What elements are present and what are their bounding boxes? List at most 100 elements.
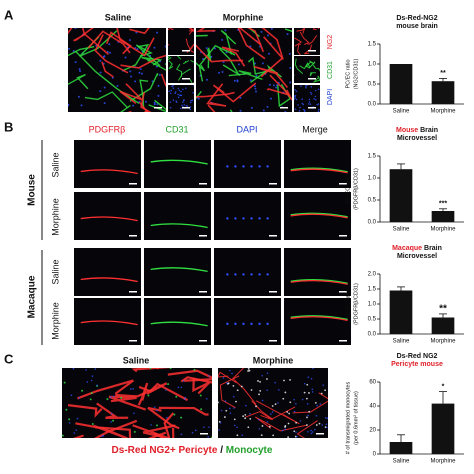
y-tick-label: 20 (369, 428, 376, 434)
vessel (188, 28, 194, 32)
nucleus (226, 273, 229, 276)
nucleus (103, 86, 106, 89)
nucleus (99, 90, 102, 93)
micrograph-texture (80, 216, 138, 237)
vessel (67, 404, 103, 418)
nucleus (234, 273, 237, 276)
nucleus (239, 96, 242, 99)
y-tick-label: 0.0 (368, 220, 377, 226)
nucleus (91, 375, 94, 377)
nucleus (284, 428, 287, 431)
nucleus (170, 89, 172, 92)
vessel (188, 30, 194, 32)
nucleus (258, 165, 261, 168)
nucleus (226, 217, 229, 220)
nucleus (296, 435, 298, 438)
nucleus (180, 386, 183, 389)
nucleus (258, 322, 261, 326)
vessel (247, 28, 265, 53)
scale-bar (129, 340, 137, 342)
nucleus (172, 99, 175, 101)
group-label: Mouse (27, 174, 38, 206)
scale-bar (199, 340, 207, 342)
scale-bar (308, 107, 316, 109)
vessel (150, 159, 208, 165)
nucleus (306, 383, 309, 386)
nucleus (300, 85, 302, 87)
nucleus (153, 101, 156, 104)
nucleus (299, 106, 301, 109)
nucleus (294, 97, 297, 99)
nucleus (76, 417, 79, 420)
vessel (198, 44, 236, 82)
vessel (176, 63, 183, 77)
chart-title: Macaque Brain (392, 245, 442, 252)
nucleus (234, 217, 237, 220)
vessel (237, 28, 266, 60)
nucleus (149, 368, 152, 370)
column-label: Morphine (253, 355, 294, 365)
nucleus (229, 369, 231, 372)
nucleus (311, 391, 314, 393)
vessel (176, 56, 182, 60)
y-axis-label: PC/EC ratio (345, 174, 351, 203)
nucleus (193, 368, 196, 371)
nucleus (153, 103, 156, 106)
nucleus (226, 322, 229, 326)
nucleus (248, 369, 251, 372)
nucleus (202, 426, 205, 429)
nucleus (208, 375, 210, 377)
nucleus (254, 90, 257, 93)
nucleus (315, 98, 317, 101)
x-tick-label: Morphine (430, 227, 456, 233)
nucleus (68, 47, 71, 50)
nucleus (261, 425, 264, 427)
micrograph-texture (294, 58, 320, 83)
vessel (317, 28, 320, 29)
vessel (105, 31, 132, 55)
y-axis-label: (PDGFRβ/CD31) (353, 168, 359, 210)
nucleus (186, 105, 189, 107)
nucleus (177, 87, 180, 90)
vessel (228, 70, 263, 81)
micrograph-texture (168, 85, 194, 111)
x-tick-label: Saline (393, 109, 410, 115)
chart-title: Mouse Brain (396, 127, 438, 134)
nucleus (317, 110, 320, 112)
nucleus (242, 165, 245, 168)
nucleus (242, 415, 245, 418)
bar (389, 169, 413, 222)
row-label: Saline (50, 259, 60, 284)
nucleus (315, 415, 318, 417)
nucleus (289, 401, 292, 404)
vessel (245, 411, 273, 421)
micrograph-texture (150, 267, 208, 293)
nucleus (116, 84, 119, 87)
column-label: Merge (302, 124, 328, 134)
nucleus (110, 412, 113, 415)
nucleus (250, 106, 253, 109)
nucleus (308, 101, 311, 103)
vessel (95, 426, 167, 438)
x-tick-label: Saline (393, 227, 410, 233)
vessel (290, 280, 348, 285)
scale-bar (339, 235, 347, 237)
vessel (84, 91, 128, 108)
nucleus (308, 410, 311, 413)
vessel (129, 73, 159, 102)
vessel (309, 72, 316, 77)
nucleus (182, 88, 184, 91)
vessel (158, 406, 209, 416)
y-tick-label: 0 (373, 452, 377, 458)
nucleus (200, 408, 203, 411)
vessel (219, 375, 240, 409)
nucleus (89, 398, 92, 401)
x-tick-label: Morphine (430, 109, 456, 115)
vessel (292, 392, 328, 414)
nucleus (180, 107, 182, 110)
nucleus (306, 424, 308, 426)
nucleus (72, 49, 75, 52)
vessel (147, 59, 166, 71)
nucleus (325, 426, 328, 429)
micrograph-texture (226, 273, 277, 293)
